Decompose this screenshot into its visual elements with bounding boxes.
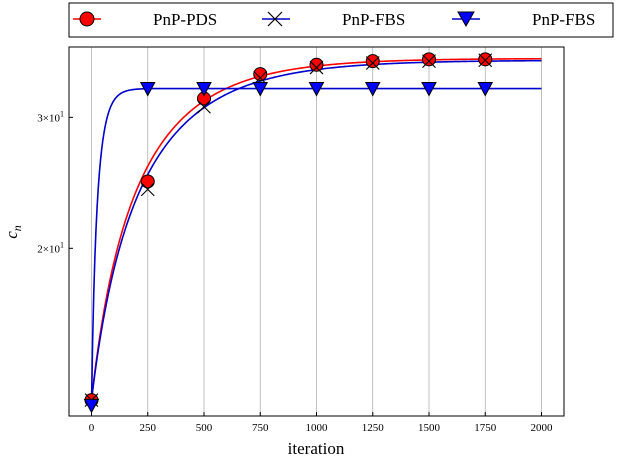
legend-entry-pnp-pds: PnP-PDS <box>73 10 217 29</box>
series-markers <box>83 52 494 414</box>
data-point-pnp-fbs-triangle-down <box>421 82 437 97</box>
data-point-pnp-fbs-x <box>197 99 211 114</box>
data-point-pnp-pds-circle <box>422 52 436 67</box>
y-axis-ticks: 3×101 2×101 <box>37 109 73 255</box>
x-tick-label: 500 <box>196 422 213 434</box>
legend-marker-circle <box>79 11 95 27</box>
x-tick-label: 1000 <box>306 422 329 434</box>
data-point-pnp-fbs-triangle-down <box>83 398 100 414</box>
data-point-pnp-fbs-x <box>140 182 155 197</box>
legend-frame <box>68 2 614 38</box>
data-point-pnp-fbs-triangle-down <box>308 82 325 97</box>
legend-label-pnp-fbs-x: PnP-FBS <box>342 10 405 29</box>
data-point-pnp-pds-circle <box>253 67 268 82</box>
gridlines <box>91 47 542 416</box>
x-tick-label: 1500 <box>418 422 441 434</box>
data-point-pnp-fbs-triangle-down <box>139 82 156 97</box>
data-point-pnp-pds-circle <box>140 174 155 189</box>
y-axis-title-main: c <box>2 231 21 239</box>
data-point-pnp-fbs-x <box>365 56 380 70</box>
y-tick-label: 2×101 <box>37 240 64 255</box>
plot-area <box>68 46 565 417</box>
legend-label-pnp-fbs-triangle: PnP-FBS <box>532 10 595 29</box>
data-point-pnp-fbs-x <box>422 54 436 69</box>
y-axis-title: cn <box>2 225 24 239</box>
legend-marker-x <box>267 11 283 27</box>
x-axis-ticks: 0 250 500 750 1000 1250 1500 1750 2000 <box>89 412 553 434</box>
data-point-pnp-fbs-triangle-down <box>252 82 269 97</box>
y-axis-title-subscript: n <box>10 225 24 231</box>
x-tick-label: 250 <box>140 422 157 434</box>
legend: PnP-PDS PnP-FBS PnP-FBS <box>68 2 614 38</box>
data-point-pnp-fbs-x <box>478 53 493 68</box>
x-tick-label: 750 <box>252 422 269 434</box>
x-axis-title: iteration <box>288 439 345 458</box>
legend-label-pnp-pds: PnP-PDS <box>153 10 217 29</box>
legend-entry-pnp-fbs-x: PnP-FBS <box>262 10 405 29</box>
data-point-pnp-pds-circle <box>365 54 380 69</box>
data-point-pnp-pds-circle <box>478 52 493 67</box>
x-tick-label: 2000 <box>531 422 554 434</box>
data-point-pnp-fbs-triangle-down <box>196 82 212 97</box>
x-tick-label: 1250 <box>362 422 385 434</box>
legend-marker-triangle <box>457 11 475 28</box>
legend-entry-pnp-fbs-triangle: PnP-FBS <box>452 10 595 29</box>
y-tick-label: 3×101 <box>37 109 64 124</box>
data-point-pnp-fbs-triangle-down <box>477 82 494 97</box>
data-point-pnp-fbs-x <box>309 60 324 75</box>
data-point-pnp-fbs-triangle-down <box>364 82 381 97</box>
data-point-pnp-pds-circle <box>309 57 324 72</box>
x-tick-label: 1750 <box>474 422 497 434</box>
x-tick-label: 0 <box>89 422 95 434</box>
